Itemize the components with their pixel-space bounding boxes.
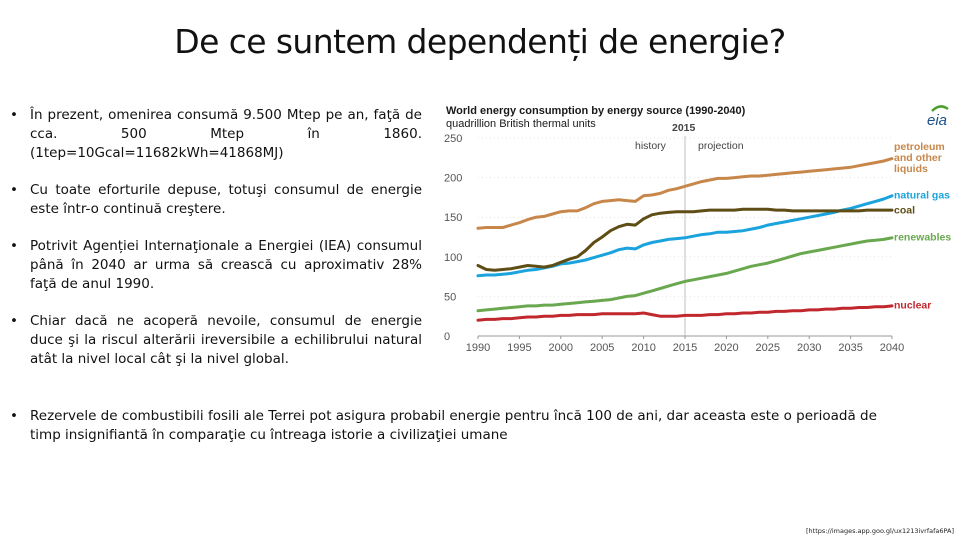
x-tick-label: 1990 — [466, 342, 490, 354]
x-tick-label: 2015 — [673, 342, 697, 354]
chart-axes: 0 50 100 150 200 250 1990 1995 2000 2005 2010 2015 2… — [444, 133, 904, 354]
y-tick-label: 50 — [444, 291, 456, 303]
y-tick-label: 0 — [444, 331, 450, 343]
eia-logo: eia — [927, 105, 949, 129]
bullet-reserves: Rezervele de combustibili fosili ale Ter… — [10, 407, 910, 445]
y-tick-label: 200 — [444, 173, 462, 185]
legend-label: natural gas — [894, 189, 950, 201]
x-tick-label: 2020 — [714, 342, 738, 354]
slide-title: De ce suntem dependenți de energie? — [174, 22, 786, 61]
legend-label: and other — [894, 152, 942, 164]
x-tick-label: 2030 — [797, 342, 821, 354]
legend-label: coal — [894, 204, 915, 216]
energy-chart: 0 50 100 150 200 250 1990 1995 2000 2005 2010 2015 2… — [444, 105, 951, 354]
eia-logo-arc — [931, 105, 949, 112]
x-tick-label: 2035 — [838, 342, 862, 354]
x-tick-label: 2000 — [549, 342, 573, 354]
legend-label: liquids — [894, 163, 928, 175]
history-label: history — [635, 140, 667, 152]
bullet-list: În prezent, omenirea consumă 9.500 Mtep … — [10, 106, 422, 369]
x-tick-label: 2040 — [880, 342, 904, 354]
chart-grid — [478, 136, 892, 336]
x-tick-label: 2010 — [631, 342, 655, 354]
chart-series — [476, 157, 894, 322]
legend-label: petroleum — [894, 141, 945, 153]
series-line-nuclear — [476, 304, 894, 322]
divider-year-label: 2015 — [672, 122, 696, 134]
legend-label: nuclear — [894, 299, 931, 311]
source-link[interactable]: [https://images.app.goo.gl/ux1213ivrfafa… — [806, 527, 954, 535]
chart-title: World energy consumption by energy sourc… — [446, 105, 746, 117]
legend-label: renewables — [894, 231, 951, 243]
x-tick-label: 2005 — [590, 342, 614, 354]
y-tick-label: 100 — [444, 252, 462, 264]
x-tick-label: 2025 — [756, 342, 780, 354]
bullet-growth: Cu toate eforturile depuse, totuşi consu… — [10, 181, 422, 219]
y-tick-label: 250 — [444, 133, 462, 145]
projection-label: projection — [698, 140, 744, 152]
bullet-risk: Chiar dacă ne acoperă nevoile, consumul … — [10, 312, 422, 369]
bullet-consumption: În prezent, omenirea consumă 9.500 Mtep … — [10, 106, 422, 163]
series-line-coal — [476, 207, 894, 272]
y-tick-label: 150 — [444, 212, 462, 224]
eia-logo-text: eia — [927, 112, 947, 129]
bullet-iea: Potrivit Agenției Internaţionale a Energ… — [10, 237, 422, 294]
series-line-petroleum-and-other-liquids — [476, 157, 894, 230]
chart-subtitle: quadrillion British thermal units — [446, 118, 596, 130]
x-tick-label: 1995 — [507, 342, 531, 354]
series-line-renewables — [476, 236, 894, 313]
